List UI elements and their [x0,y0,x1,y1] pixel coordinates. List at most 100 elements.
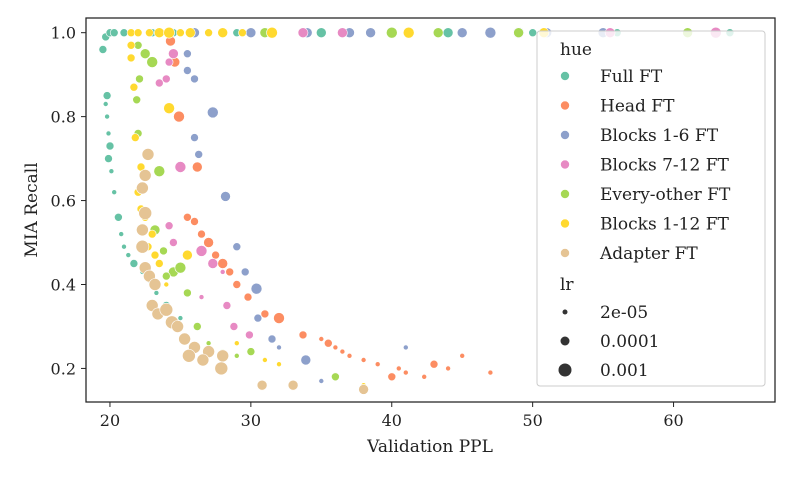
data-point [129,259,139,268]
data-point [374,361,381,368]
data-point [332,344,339,351]
data-point [174,161,187,173]
data-point [217,27,228,39]
data-point [182,249,193,261]
data-point [216,349,229,363]
data-point [159,302,174,317]
data-point [126,40,136,50]
data-point [220,191,231,202]
data-point [169,238,178,247]
legend-marker [560,218,570,229]
data-point [190,74,199,84]
legend-size-marker [562,309,568,315]
y-axis-label: MIA Recall [22,162,42,257]
data-point [358,384,369,395]
data-point [346,352,353,359]
data-point [204,28,213,38]
data-point [198,294,205,300]
data-point [193,322,202,331]
y-tick-label: 1.0 [51,24,76,43]
data-point [132,95,141,105]
data-point [183,288,192,298]
legend-marker [560,130,570,140]
data-point [195,245,208,257]
data-point [243,292,253,302]
legend-marker [560,248,570,258]
legend-marker [560,100,570,111]
y-tick-label: 0.2 [51,359,76,378]
data-point [163,281,170,288]
data-point [148,278,162,291]
data-point [331,372,340,382]
data-point [164,221,174,230]
data-point [245,27,257,39]
data-point [300,354,312,366]
data-point [109,28,119,38]
data-point [118,231,124,237]
data-point [234,340,240,347]
data-point [159,246,168,256]
data-point [104,113,110,120]
data-point [102,91,112,100]
legend-marker [560,159,570,170]
data-point [323,338,333,348]
data-point [162,271,171,281]
legend-entry-label: Full FT [600,67,663,87]
series-head-ft [165,35,494,382]
data-point [104,154,113,163]
data-point [207,258,219,269]
data-point [155,78,164,88]
data-point [111,189,117,195]
data-point [176,28,185,38]
legend: hue Full FT Head FT Blocks 1-6 FT Blocks 7-… [536,30,766,387]
data-point [207,106,219,119]
data-point [138,206,152,220]
data-point [174,261,187,274]
plot-area [98,26,735,395]
data-point [183,213,192,222]
x-tick-label: 40 [382,411,402,430]
data-point [250,282,263,295]
data-point [395,365,402,372]
data-point [402,369,409,376]
data-point [139,48,151,60]
data-point [219,269,226,275]
data-point [162,74,171,84]
data-point [385,26,398,39]
series-blocks-1-12-ft [126,26,550,389]
data-point [197,229,206,239]
legend-size-label: 0.0001 [600,332,659,352]
data-point [190,133,199,142]
data-point [360,357,367,363]
data-point [147,229,157,239]
data-point [119,28,129,38]
plot-frame [85,17,776,403]
y-tick-label: 0.6 [51,192,76,211]
y-tick-label: 0.8 [51,108,76,127]
data-point [456,27,468,39]
data-point [225,267,234,277]
y-axis: 0.2 0.4 0.6 0.8 1.0 [51,24,86,378]
data-point [185,27,196,39]
data-point [429,359,439,369]
data-point [365,27,376,39]
x-axis: 20 30 40 50 60 [100,402,684,430]
data-point [256,379,268,391]
data-point [318,336,325,342]
data-point [298,330,308,340]
data-point [297,27,309,39]
data-point [98,45,108,54]
data-point [135,74,144,84]
data-point [183,49,192,59]
legend-entry-label: Blocks 1-12 FT [600,215,730,235]
data-point [131,133,140,142]
data-point [114,213,123,222]
data-point [194,150,203,159]
legend-entry-label: Blocks 7-12 FT [600,156,730,176]
data-point [318,378,325,384]
data-point [217,258,228,269]
data-point [276,344,282,351]
legend-size-marker [560,336,570,346]
data-point [528,28,538,38]
